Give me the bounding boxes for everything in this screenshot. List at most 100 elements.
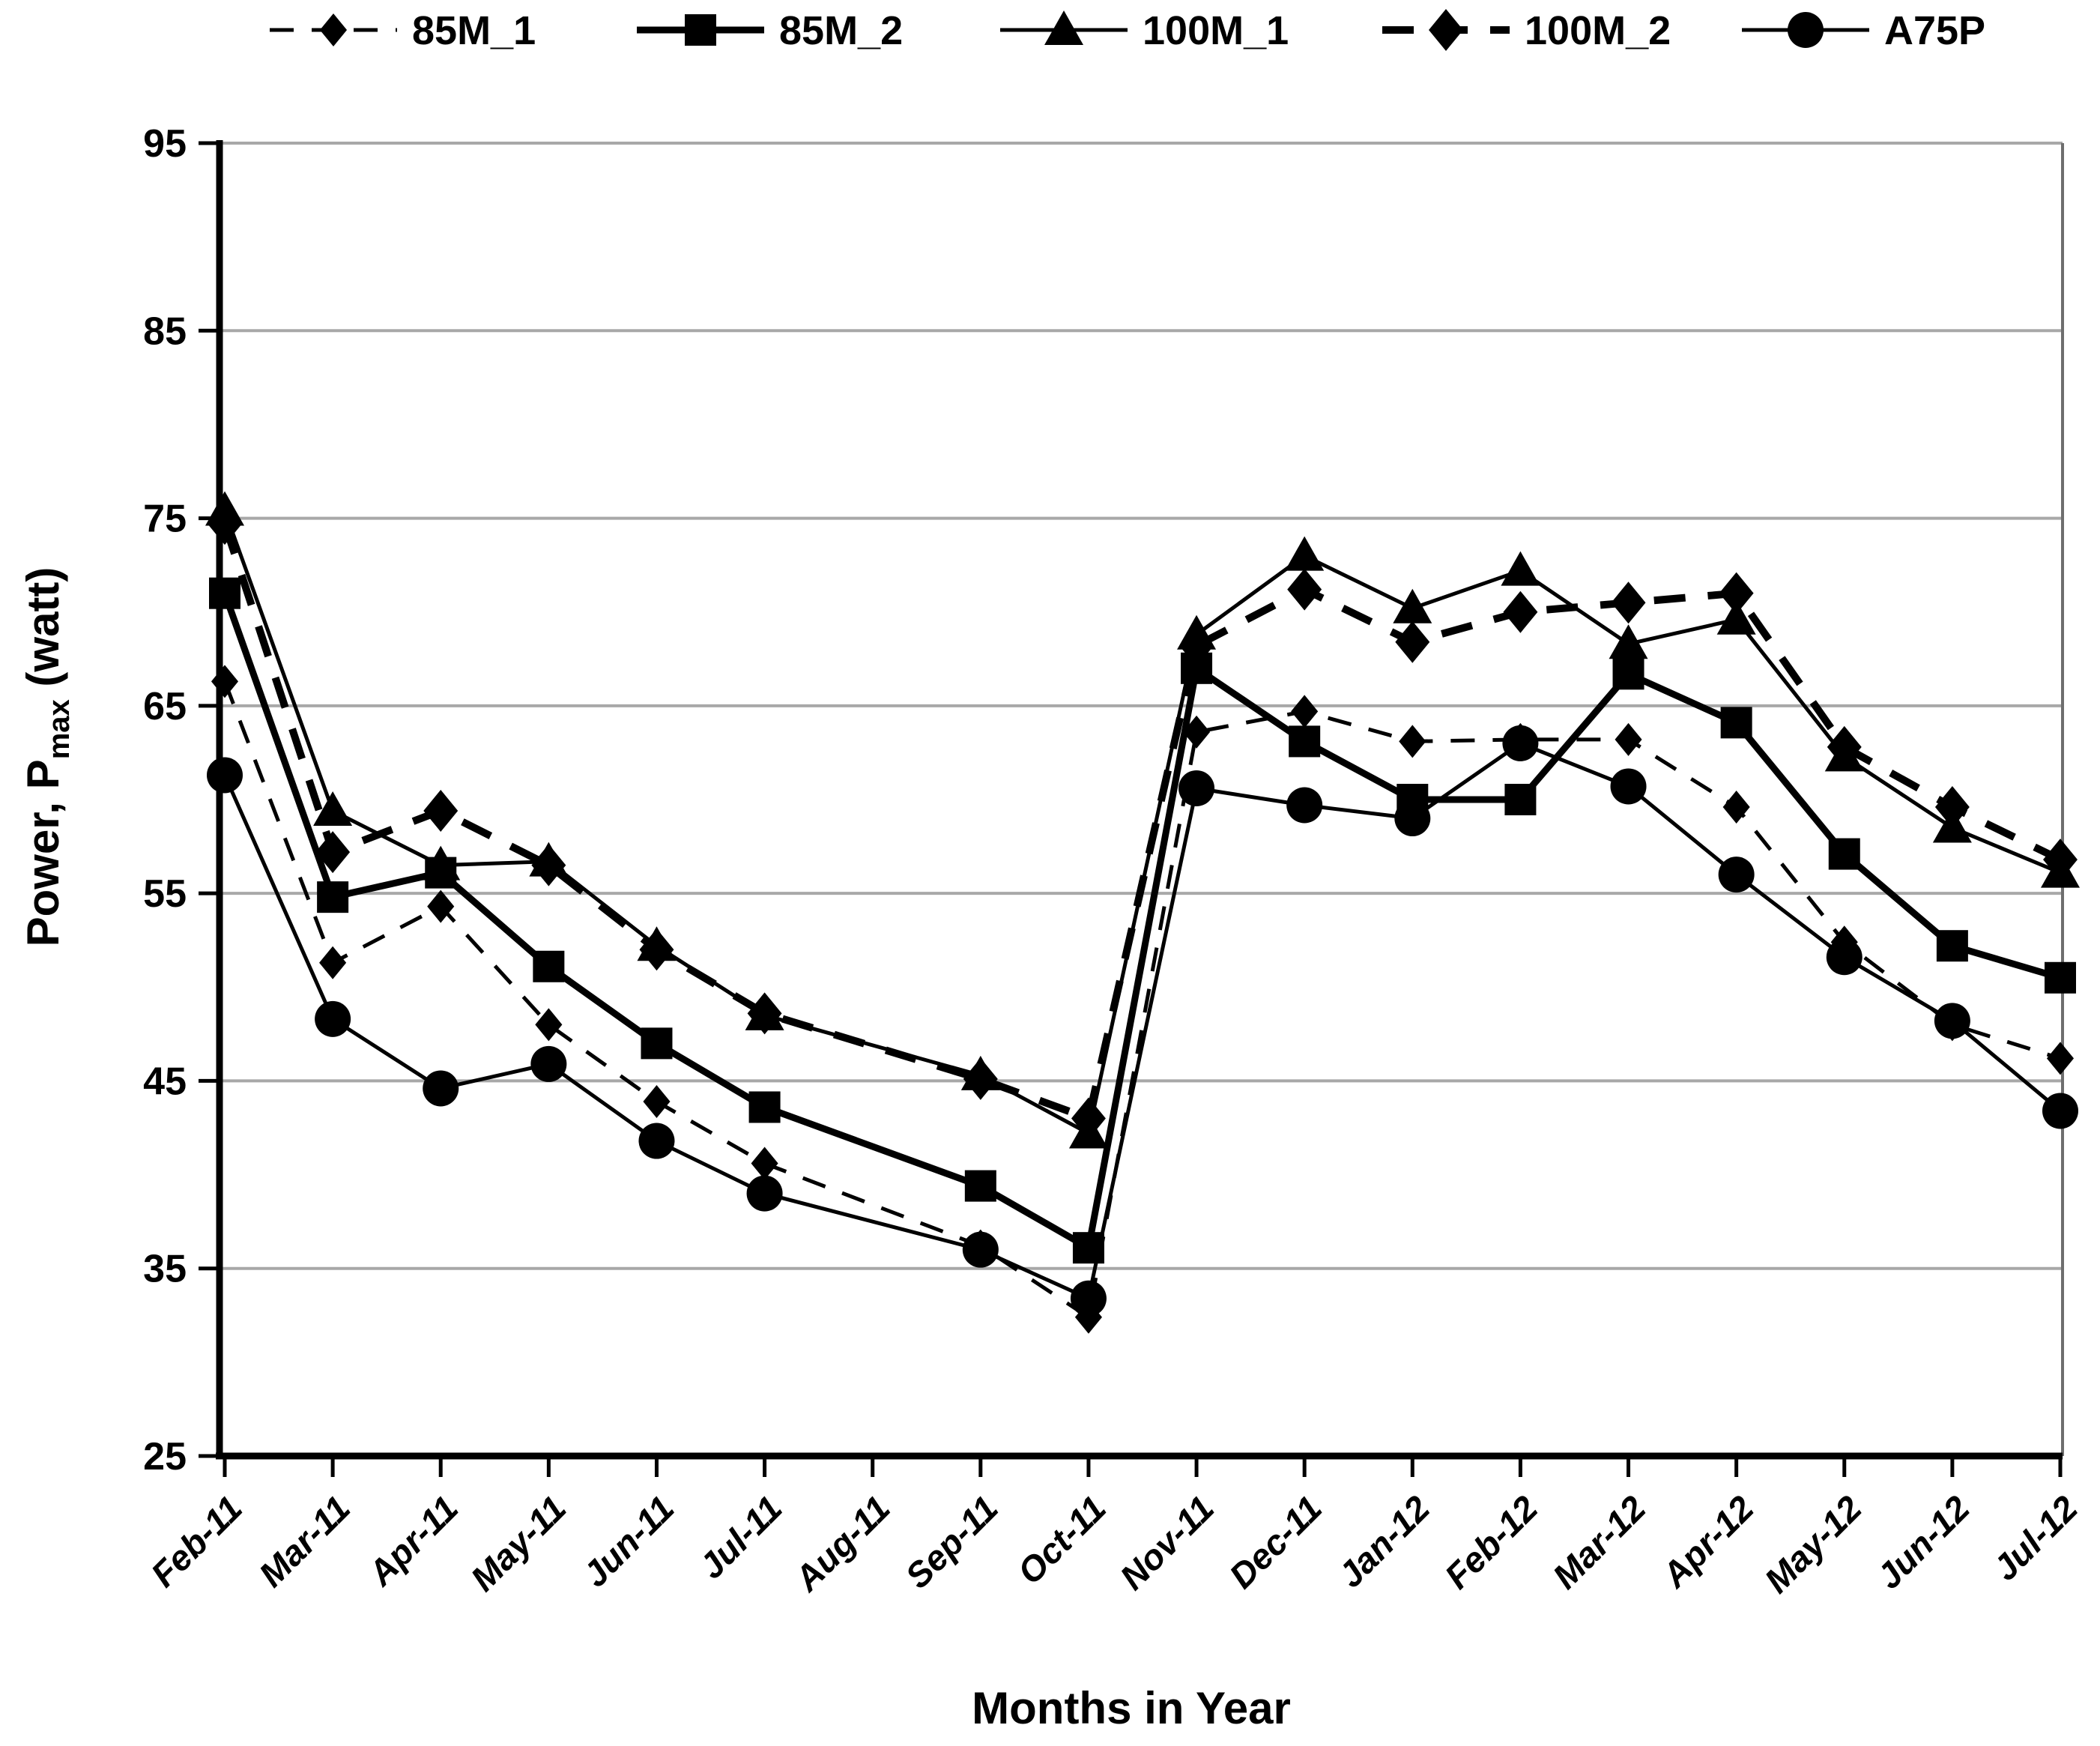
x-tick-label: Jul-12 (1985, 1488, 2086, 1589)
marker-100M_1 (1609, 624, 1648, 659)
marker-A75P (1610, 768, 1647, 805)
x-tick-label: May-12 (1757, 1488, 1869, 1601)
y-tick-label: 55 (143, 872, 187, 916)
marker-A75P (1286, 787, 1323, 824)
marker-100M_2 (315, 831, 351, 874)
marker-85M_2 (1289, 725, 1321, 758)
x-tick-label: Apr-12 (1653, 1488, 1761, 1595)
marker-85M_2 (641, 1027, 673, 1060)
legend-label-85M_2: 85M_2 (779, 8, 903, 53)
marker-85M_1 (1615, 722, 1642, 756)
marker-100M_2 (1719, 572, 1754, 614)
marker-85M_1 (1399, 725, 1426, 758)
x-tick-label: Feb-11 (143, 1488, 249, 1595)
x-tick-label: Jan-12 (1331, 1488, 1438, 1595)
marker-85M_2 (2045, 961, 2076, 994)
marker-A75P (638, 1123, 675, 1159)
x-tick-label: Apr-11 (360, 1488, 465, 1594)
x-tick-label: Sep-11 (898, 1488, 1005, 1596)
y-tick-label: 75 (143, 498, 187, 541)
legend-item-100M_2: 100M_2 (1382, 8, 1671, 53)
x-tick-label: Feb-12 (1437, 1488, 1546, 1597)
legend-item-100M_1: 100M_1 (1000, 8, 1289, 53)
marker-A75P (1178, 770, 1215, 806)
marker-85M_2 (1828, 838, 1860, 870)
marker-85M_1 (535, 1008, 563, 1042)
marker-100M_2 (1071, 1097, 1106, 1140)
x-tick-label: Jun-12 (1868, 1488, 1977, 1597)
marker-85M_1 (319, 946, 347, 979)
y-tick-label: 35 (143, 1248, 187, 1291)
legend-marker-triangle (1044, 10, 1083, 45)
marker-A75P (962, 1231, 999, 1268)
marker-85M_1 (1722, 791, 1750, 824)
marker-100M_2 (639, 928, 674, 971)
series-line-A75P (223, 741, 2062, 1302)
y-axis-title-sub: max (43, 699, 76, 759)
series-layer (221, 510, 2063, 1320)
marker-100M_1 (1716, 599, 1756, 635)
x-tick-label: Mar-11 (251, 1488, 357, 1595)
x-tick-label: Jul-11 (692, 1488, 790, 1586)
y-tick-label: 25 (143, 1435, 187, 1478)
marker-85M_1 (211, 665, 239, 698)
marker-100M_2 (1611, 582, 1646, 624)
marker-85M_2 (748, 1091, 781, 1123)
marker-85M_2 (533, 950, 565, 982)
x-axis-title: Months in Year (972, 1683, 1291, 1733)
marker-A75P (1718, 857, 1755, 893)
x-tick-label: Dec-11 (1221, 1488, 1329, 1596)
marker-100M_1 (313, 791, 353, 827)
x-tick-label: Mar-12 (1545, 1488, 1653, 1597)
marker-85M_1 (427, 889, 455, 923)
marker-A75P (423, 1070, 459, 1107)
marker-85M_2 (1936, 930, 1968, 962)
x-tick-label: Jun-11 (575, 1488, 681, 1595)
legend-item-85M_1: 85M_1 (270, 8, 536, 53)
x-tick-label: Aug-11 (786, 1488, 897, 1599)
legend: 85M_1 85M_2 100M_1 100M_2 A75P (270, 8, 1985, 53)
marker-100M_2 (1934, 786, 1970, 829)
marker-A75P (1070, 1280, 1107, 1317)
legend-marker-square (685, 14, 716, 46)
legend-marker-diamond (1429, 9, 1463, 51)
legend-marker-diamond (319, 13, 348, 46)
marker-85M_1 (643, 1084, 671, 1118)
marker-100M_1 (1285, 536, 1325, 571)
y-axis-title: Power, Pmax (watt) (18, 567, 76, 947)
marker-100M_2 (1503, 590, 1538, 633)
marker-85M_2 (209, 577, 240, 609)
marker-100M_2 (1179, 624, 1214, 667)
marker-100M_2 (747, 992, 782, 1035)
y-axis-title-unit: (watt) (18, 567, 68, 700)
marker-100M_2 (423, 790, 459, 833)
marker-A75P (207, 757, 243, 794)
marker-85M_2 (1072, 1232, 1104, 1264)
marker-A75P (315, 1000, 351, 1037)
marker-A75P (746, 1175, 783, 1212)
marker-85M_2 (1504, 784, 1537, 815)
marker-100M_2 (1287, 568, 1322, 611)
marker-100M_2 (531, 844, 566, 886)
marker-85M_2 (1612, 658, 1644, 690)
series-line-85M_2 (221, 592, 2062, 1254)
legend-label-A75P: A75P (1884, 8, 1985, 53)
x-tick-label: Oct-11 (1010, 1488, 1113, 1592)
marker-A75P (2042, 1093, 2078, 1129)
marker-85M_1 (1183, 715, 1211, 749)
y-axis-title-main: Power, P (18, 759, 68, 946)
marker-A75P (1394, 800, 1431, 837)
marker-100M_2 (2043, 839, 2078, 881)
legend-label-100M_2: 100M_2 (1525, 8, 1671, 53)
marker-85M_2 (964, 1170, 996, 1202)
marker-85M_1 (1291, 695, 1319, 728)
marker-85M_1 (2046, 1042, 2075, 1075)
legend-marker-circle (1788, 12, 1824, 48)
marker-A75P (1502, 725, 1539, 761)
marker-A75P (1826, 939, 1863, 976)
marker-100M_2 (963, 1057, 998, 1100)
marker-100M_1 (421, 845, 461, 880)
x-tick-label: Nov-11 (1112, 1488, 1221, 1598)
